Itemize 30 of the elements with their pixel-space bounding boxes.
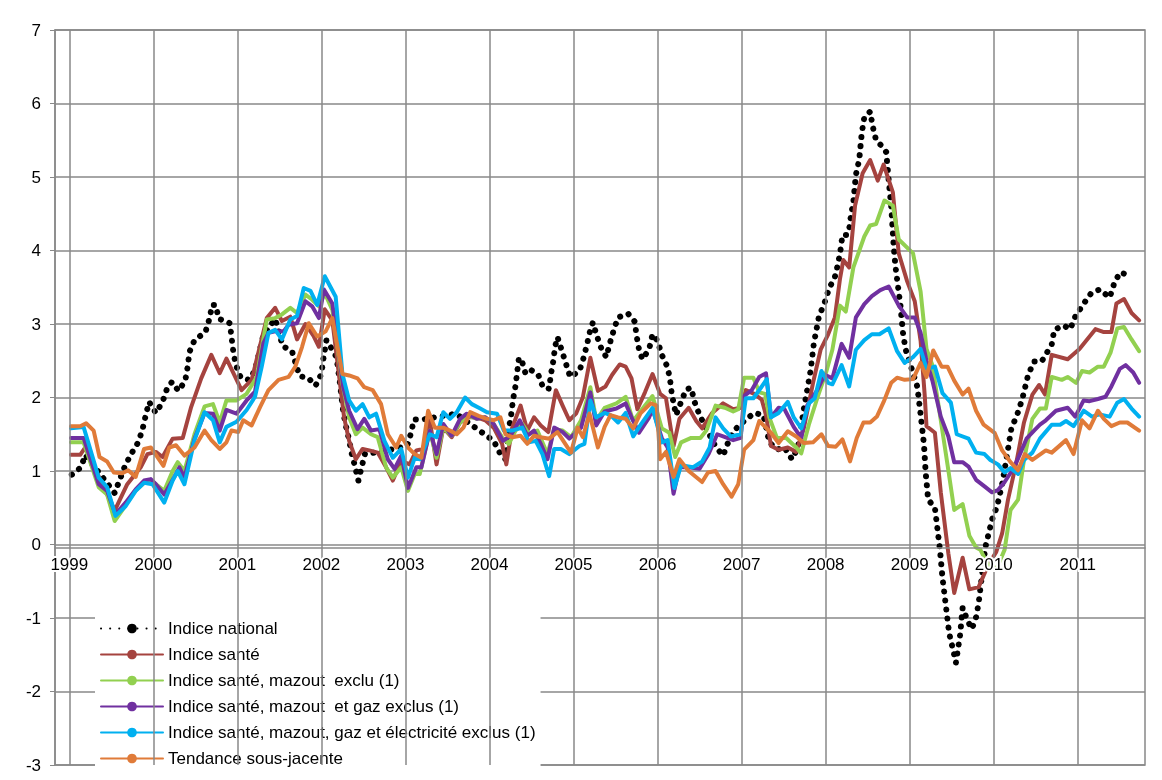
legend-label: Indice santé bbox=[168, 645, 260, 664]
x-tick-label: 2002 bbox=[302, 555, 341, 575]
x-tick-label: 1999 bbox=[50, 555, 89, 575]
x-tick-label: 2000 bbox=[134, 555, 173, 575]
legend-label: Indice national bbox=[168, 619, 278, 638]
y-tick-label: 4 bbox=[31, 241, 41, 260]
y-tick-label: 0 bbox=[31, 535, 41, 554]
line-series bbox=[68, 316, 1142, 499]
legend-label: Indice santé, mazout exclu (1) bbox=[168, 671, 400, 690]
legend-label: Tendance sous-jacente bbox=[168, 749, 343, 768]
x-tick-label: 2005 bbox=[554, 555, 593, 575]
y-tick-label: 5 bbox=[31, 167, 41, 187]
x-tick-label: 2004 bbox=[470, 555, 509, 575]
x-tick-label: 2009 bbox=[890, 555, 929, 575]
y-tick-label: 3 bbox=[31, 314, 41, 334]
y-tick-label: -1 bbox=[25, 608, 41, 628]
y-tick-label: 2 bbox=[31, 388, 41, 407]
x-tick-label: 2008 bbox=[806, 555, 845, 575]
x-tick-label: 2003 bbox=[386, 555, 425, 575]
x-tick-label: 2011 bbox=[1059, 555, 1097, 575]
y-tick-label: 6 bbox=[31, 94, 41, 113]
y-tick-label: 1 bbox=[31, 461, 41, 481]
y-tick-label: -3 bbox=[25, 755, 41, 775]
x-tick-label: 2007 bbox=[722, 555, 761, 575]
y-tick-label: 7 bbox=[31, 20, 41, 40]
legend-label: Indice santé, mazout et gaz exclus (1) bbox=[168, 697, 460, 716]
x-tick-label: 2001 bbox=[218, 555, 257, 575]
legend-label: Indice santé, mazout, gaz et électricité exclus (1) bbox=[168, 723, 536, 742]
x-tick-label: 2006 bbox=[638, 555, 677, 575]
y-tick-label: -2 bbox=[25, 682, 41, 701]
